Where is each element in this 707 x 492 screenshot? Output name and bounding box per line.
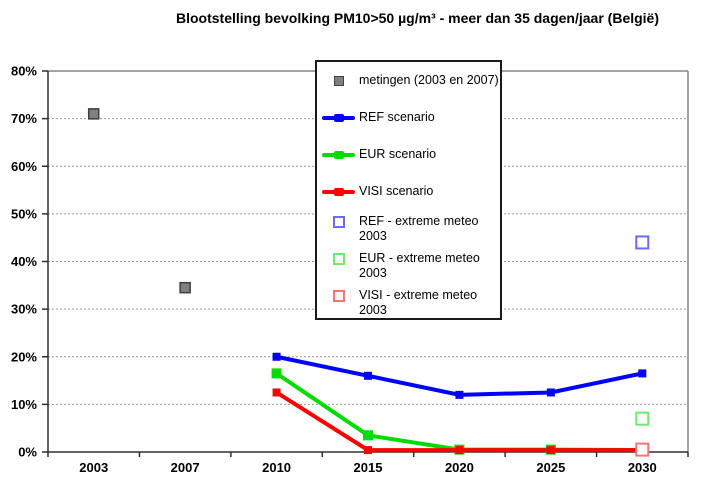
legend-item-metingen: metingen (2003 en 2007) — [322, 62, 500, 99]
eur-extreme-meteo-2003-marker — [635, 411, 650, 426]
visi-scenario-line — [275, 390, 643, 453]
legend-label: REF - extreme meteo 2003 — [359, 214, 479, 243]
y-axis-label: 40% — [11, 254, 37, 269]
legend-label: VISI scenario — [359, 184, 434, 198]
ref-extreme-meteo-2003-marker — [635, 235, 650, 250]
visi-extreme-marker-icon — [322, 290, 355, 302]
legend-item-visi-extreme: VISI - extreme meteo 2003 — [322, 284, 500, 321]
y-axis-label: 70% — [11, 111, 37, 126]
legend-item-eur-extreme: EUR - extreme meteo 2003 — [322, 247, 500, 284]
x-axis-label: 2015 — [354, 460, 383, 475]
visi-extreme-meteo-2003-marker — [635, 442, 650, 457]
legend-label: EUR - extreme meteo 2003 — [359, 251, 480, 280]
metingen-2003-en-2007-marker — [179, 281, 191, 294]
ref-scenario-marker — [546, 388, 555, 397]
y-axis-label: 10% — [11, 397, 37, 412]
x-axis-label: 2020 — [445, 460, 474, 475]
metingen-2003-en-2007-marker — [87, 108, 100, 120]
legend-item-ref-extreme: REF - extreme meteo 2003 — [322, 210, 500, 247]
ref-scenario-marker — [638, 369, 647, 378]
eur-scenario-marker — [363, 430, 373, 441]
ref-scenario-line — [276, 354, 643, 397]
x-axis-label: 2003 — [79, 460, 108, 475]
legend-item-visi-scenario: VISI scenario — [322, 173, 500, 210]
metingen-marker-icon — [322, 75, 355, 86]
legend-label: EUR scenario — [359, 147, 437, 161]
eur-scenario-marker — [271, 368, 282, 379]
visi-scenario-marker — [272, 388, 281, 397]
eur-line-icon — [322, 150, 355, 159]
ref-scenario-marker — [272, 352, 281, 361]
visi-scenario-marker — [546, 446, 555, 455]
legend-item-ref-scenario: REF scenario — [322, 99, 500, 136]
legend-label: metingen (2003 en 2007) — [359, 73, 499, 87]
x-axis-label: 2025 — [536, 460, 565, 475]
ref-line-icon — [322, 113, 355, 122]
ref-scenario-marker — [455, 390, 464, 399]
y-axis-label: 20% — [11, 349, 37, 364]
chart-title: Blootstelling bevolking PM10>50 µg/m³ - … — [175, 10, 660, 26]
y-axis-label: 30% — [11, 302, 37, 317]
y-axis-label: 60% — [11, 159, 37, 174]
visi-line-icon — [322, 187, 355, 196]
y-axis-label: 80% — [11, 64, 37, 79]
legend-label: REF scenario — [359, 110, 435, 124]
legend: metingen (2003 en 2007) REF scenario EUR… — [315, 60, 502, 320]
y-axis-label: 50% — [11, 206, 37, 221]
ref-scenario-marker — [364, 371, 372, 380]
x-axis-label: 2007 — [171, 460, 200, 475]
ref-extreme-marker-icon — [322, 216, 355, 228]
x-axis-label: 2030 — [628, 460, 657, 475]
visi-scenario-marker — [455, 446, 464, 455]
legend-item-eur-scenario: EUR scenario — [322, 136, 500, 173]
visi-scenario-marker — [364, 446, 372, 455]
y-axis-label: 0% — [18, 445, 37, 460]
x-axis-label: 2010 — [262, 460, 291, 475]
legend-label: VISI - extreme meteo 2003 — [359, 288, 478, 317]
eur-extreme-marker-icon — [322, 253, 355, 265]
